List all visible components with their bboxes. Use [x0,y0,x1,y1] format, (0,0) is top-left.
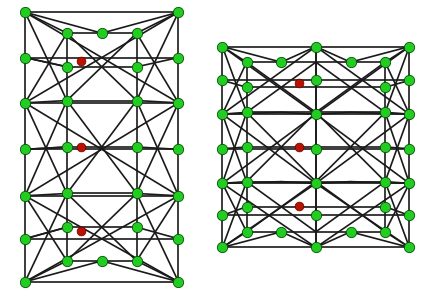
Point [133,64,140,69]
Point [64,98,70,103]
Point [278,230,285,234]
Point [406,181,413,186]
Point [382,85,388,90]
Point [22,55,28,60]
Point [382,230,388,234]
Point [406,213,413,218]
Point [312,181,319,186]
Point [175,101,182,105]
Point [22,101,28,105]
Point [219,213,226,218]
Point [22,279,28,284]
Point [133,98,140,103]
Point [98,258,105,263]
Point [278,60,285,64]
Point [175,10,182,15]
Point [175,55,182,60]
Point [219,245,226,250]
Point [175,236,182,241]
Point [78,59,84,64]
Point [382,110,388,115]
Point [22,10,28,15]
Point [219,146,226,151]
Point [133,258,140,263]
Point [64,145,70,149]
Point [312,213,319,218]
Point [243,204,250,209]
Point [175,147,182,152]
Point [64,31,70,36]
Point [243,110,250,115]
Point [382,204,388,209]
Point [295,145,302,149]
Point [406,146,413,151]
Point [295,203,302,208]
Point [78,145,84,149]
Point [133,191,140,196]
Point [133,225,140,230]
Point [219,78,226,83]
Point [64,191,70,196]
Point [382,145,388,149]
Point [406,245,413,250]
Point [406,112,413,116]
Point [22,147,28,152]
Point [406,44,413,49]
Point [312,146,319,151]
Point [78,228,84,233]
Point [312,112,319,116]
Point [22,236,28,241]
Point [219,181,226,186]
Point [312,78,319,83]
Point [98,31,105,36]
Point [382,179,388,184]
Point [312,44,319,49]
Point [64,64,70,69]
Point [347,230,354,234]
Point [219,112,226,116]
Point [243,145,250,149]
Point [243,85,250,90]
Point [219,44,226,49]
Point [175,279,182,284]
Point [406,78,413,83]
Point [133,145,140,149]
Point [347,60,354,64]
Point [22,193,28,198]
Point [243,60,250,64]
Point [64,225,70,230]
Point [382,60,388,64]
Point [243,179,250,184]
Point [64,258,70,263]
Point [295,81,302,85]
Point [243,230,250,234]
Point [175,193,182,198]
Point [312,245,319,250]
Point [133,31,140,36]
